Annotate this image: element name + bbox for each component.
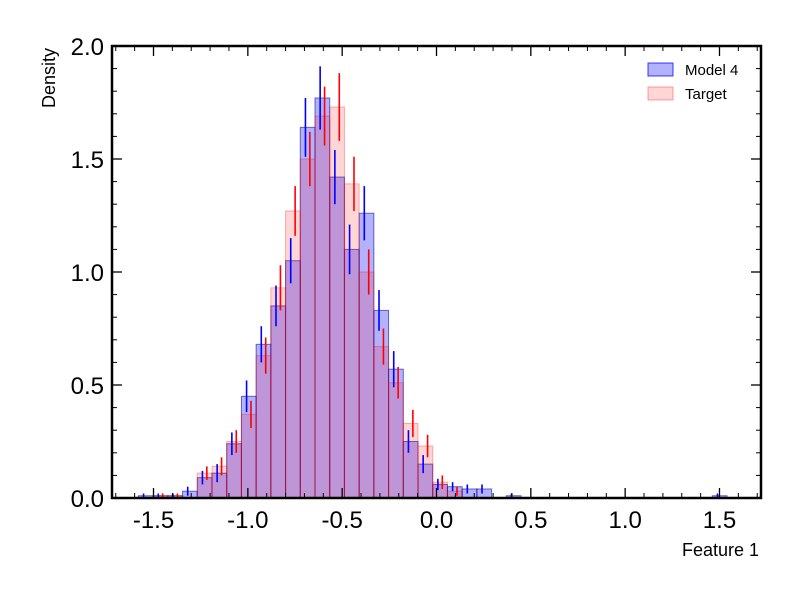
bar-target (211, 465, 228, 499)
legend-label-target: Target (685, 86, 728, 103)
legend-label-model-4: Model 4 (685, 62, 738, 79)
bar-target (343, 183, 360, 499)
bar-target (358, 271, 375, 499)
bar-target (329, 106, 345, 499)
bar-target (402, 422, 419, 499)
tick-labels-layer: -1.5 -1.0 -0.5 0.0 0.5 1.0 1.5 0.0 0.5 1.0 1.5 2.0 (71, 34, 737, 534)
bar-target (240, 413, 257, 499)
bar-target (285, 210, 301, 499)
bar-target (417, 445, 434, 499)
legend: Model 4 Target (647, 62, 738, 103)
y-tick-label: 0.5 (71, 373, 104, 400)
legend-swatch-model-4 (647, 62, 674, 77)
bar-target (270, 287, 287, 499)
bar-target (432, 481, 448, 499)
bars-layer (137, 97, 728, 499)
plot-frame (110, 44, 763, 500)
bar-target (373, 346, 390, 499)
x-axis-label: Feature 1 (682, 540, 759, 560)
y-tick-label: 1.0 (71, 260, 104, 287)
bar-target (388, 382, 404, 499)
x-tick-label: 0.0 (420, 507, 453, 534)
bar-target (255, 355, 272, 499)
bar-model-4 (476, 488, 493, 499)
x-tick-label: 1.0 (608, 507, 641, 534)
y-tick-label: 1.5 (71, 147, 104, 174)
bar-target (299, 158, 316, 499)
x-tick-label: -0.5 (321, 507, 362, 534)
x-tick-label: 1.5 (703, 507, 736, 534)
bar-target (314, 115, 331, 499)
bar-target (226, 441, 242, 499)
x-tick-label: -1.5 (133, 507, 174, 534)
legend-swatch-target (647, 86, 674, 101)
x-tick-label: -1.0 (227, 507, 268, 534)
y-tick-label: 2.0 (71, 34, 104, 61)
y-tick-label: 0.0 (71, 486, 104, 513)
y-axis-label: Density (39, 48, 59, 108)
x-tick-label: 0.5 (514, 507, 547, 534)
plot-background (112, 46, 761, 498)
